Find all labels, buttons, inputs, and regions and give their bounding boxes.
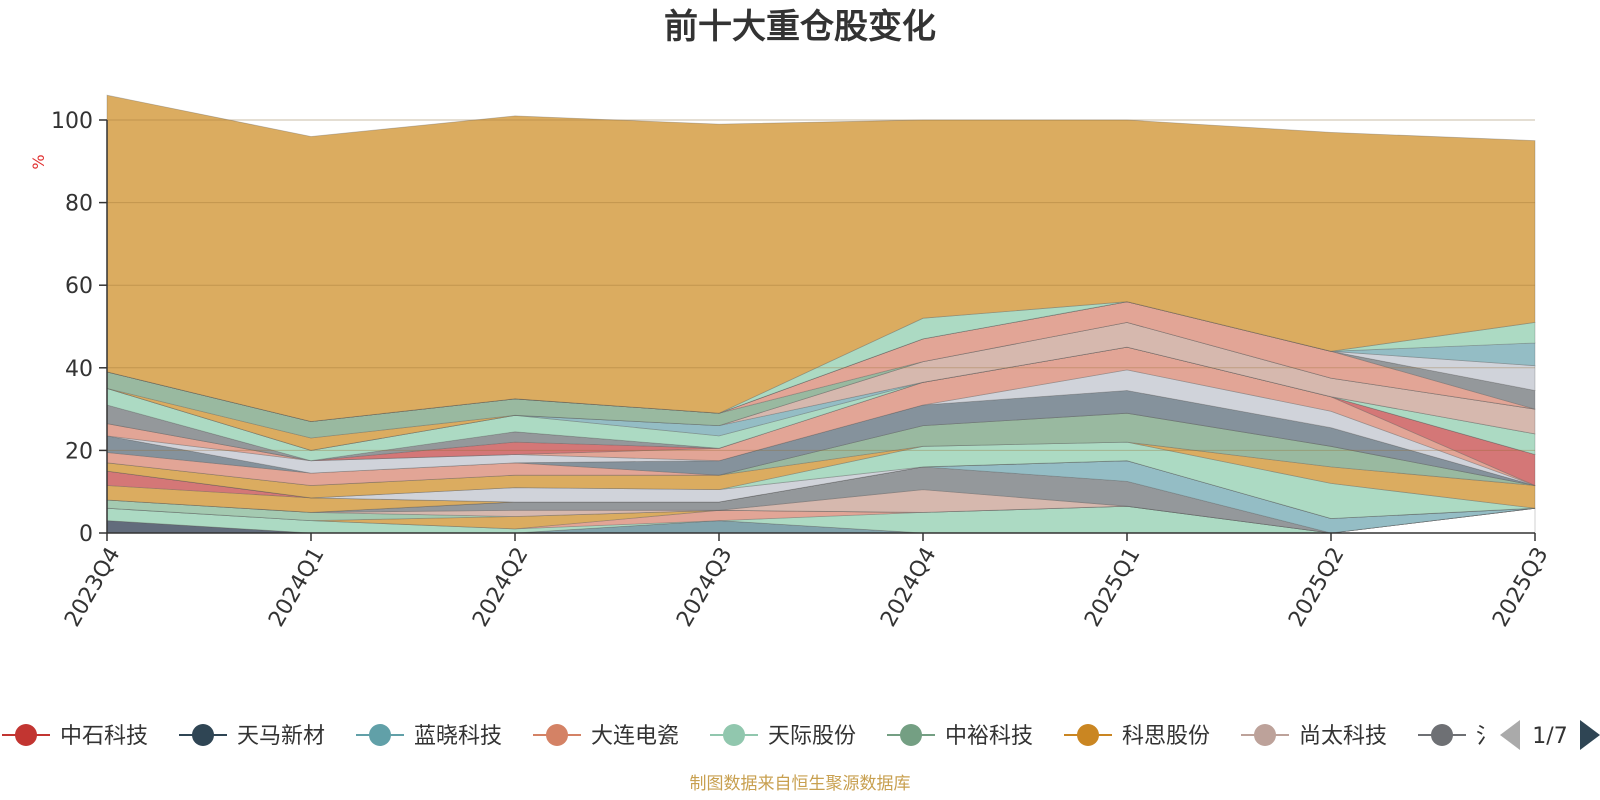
data-source-note: 制图数据来自恒生聚源数据库 (690, 774, 911, 794)
y-tick-label: 40 (65, 357, 93, 382)
area-series-20 (106, 346, 1536, 487)
legend-dot-icon (192, 724, 214, 746)
area-series-24 (106, 321, 1536, 451)
legend-item[interactable]: 氵 (1418, 724, 1498, 749)
legend-item[interactable]: 天际股份 (710, 724, 856, 749)
legend-label: 尚太科技 (1299, 724, 1387, 749)
y-tick-label: 60 (65, 274, 93, 299)
legend-label: 中石科技 (60, 724, 148, 749)
legend-label-truncated: 氵 (1476, 724, 1498, 749)
legend-item[interactable]: 尚太科技 (1241, 724, 1387, 749)
legend-dot-icon (1077, 724, 1099, 746)
legend-item[interactable]: 蓝晓科技 (356, 724, 502, 749)
axes (99, 119, 1535, 534)
legend-label: 蓝晓科技 (414, 724, 502, 749)
legend-pager: 1/7 (1500, 720, 1600, 750)
legend-page-indicator: 1/7 (1532, 724, 1567, 749)
legend-item[interactable]: 中裕科技 (887, 724, 1033, 749)
x-tick-label: 2024Q3 (672, 543, 737, 631)
legend-item[interactable]: 科思股份 (1064, 724, 1210, 749)
legend-item[interactable]: 天马新材 (179, 724, 325, 749)
x-tick-label: 2024Q2 (468, 543, 533, 631)
legend-label: 天际股份 (768, 724, 856, 749)
legend: 中石科技 天马新材 蓝晓科技 大连电瓷 天际股份 中裕科技 科思股份 尚太科技 氵 (2, 724, 1498, 749)
legend-dot-icon (723, 724, 745, 746)
area-series-group (106, 94, 1536, 534)
x-tick-label: 2025Q2 (1284, 543, 1349, 631)
x-tick-label: 2024Q4 (876, 543, 941, 631)
legend-label: 科思股份 (1122, 724, 1210, 749)
legend-dot-icon (1254, 724, 1276, 746)
gridlines-overlay (107, 119, 1535, 451)
legend-next-arrow-icon[interactable] (1580, 720, 1600, 750)
legend-prev-arrow-icon[interactable] (1500, 720, 1520, 750)
legend-label: 大连电瓷 (591, 724, 679, 749)
y-tick-label: 100 (51, 109, 93, 134)
legend-label: 中裕科技 (945, 724, 1033, 749)
chart-title: 前十大重仓股变化 (664, 7, 936, 47)
y-tick-label: 0 (79, 522, 93, 547)
y-axis-unit: % (29, 154, 48, 169)
area-series-32 (106, 94, 1536, 422)
legend-dot-icon (369, 724, 391, 746)
y-tick-label: 20 (65, 439, 93, 464)
y-tick-labels: 0 20 40 60 80 100 (51, 109, 93, 547)
legend-dot-icon (1431, 724, 1453, 746)
legend-dot-icon (15, 724, 37, 746)
x-tick-label: 2025Q3 (1488, 543, 1553, 631)
legend-dot-icon (546, 724, 568, 746)
x-tick-label: 2024Q1 (264, 543, 329, 631)
x-tick-label: 2023Q4 (60, 543, 125, 631)
y-tick-label: 80 (65, 192, 93, 217)
legend-dot-icon (900, 724, 922, 746)
x-tick-labels: 2023Q4 2024Q1 2024Q2 2024Q3 2024Q4 2025Q1 2025… (60, 533, 1554, 631)
legend-item[interactable]: 大连电瓷 (533, 724, 679, 749)
legend-label: 天马新材 (237, 724, 325, 749)
legend-item[interactable]: 中石科技 (2, 724, 148, 749)
x-tick-label: 2025Q1 (1080, 543, 1145, 631)
